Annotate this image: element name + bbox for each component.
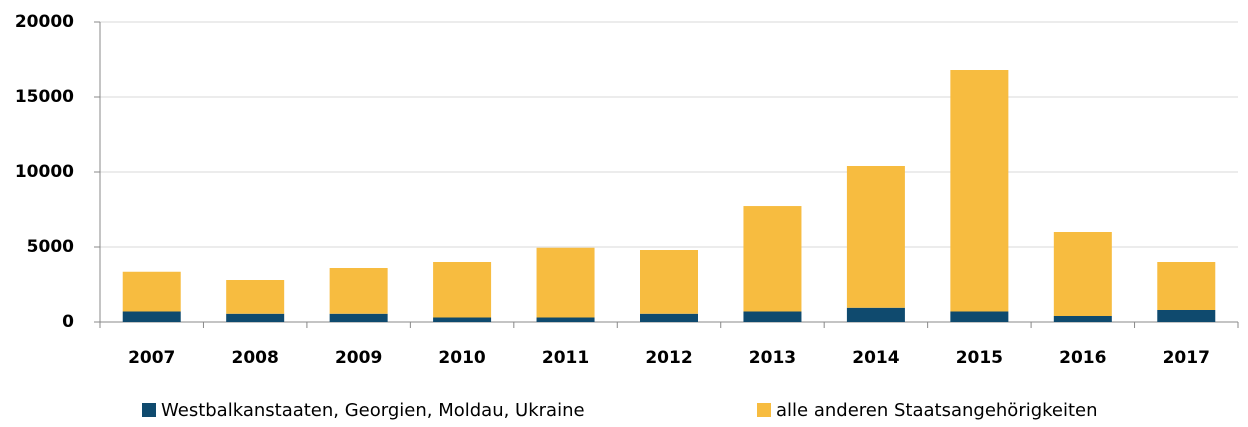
y-tick-label: 5000 [27,237,74,257]
bar-segment [329,313,388,322]
x-tick-label: 2007 [128,348,175,368]
x-tick-label: 2012 [645,348,692,368]
bar-segment [846,166,905,308]
legend-label: alle anderen Staatsangehörigkeiten [776,400,1098,421]
bar-segment [950,70,1009,312]
x-tick-label: 2010 [438,348,485,368]
bar-segment [433,262,492,318]
bar-segment [433,317,492,322]
x-tick-label: 2013 [749,348,796,368]
legend-swatch [757,403,771,417]
x-tick-label: 2011 [542,348,589,368]
x-tick-label: 2016 [1059,348,1106,368]
bar-segment [226,313,285,322]
bar-segment [846,307,905,322]
bar-segment [743,311,802,322]
y-tick-label: 15000 [15,87,74,107]
bar-segment [122,271,181,312]
bar-segment [329,268,388,314]
x-tick-label: 2014 [852,348,899,368]
bar-segment [122,311,181,322]
y-tick-label: 20000 [15,12,74,32]
bar-segment [1157,262,1216,310]
x-tick-label: 2015 [956,348,1003,368]
bar-segment [1157,310,1216,322]
bar-segment [536,317,595,322]
bar-segment [226,280,285,314]
legend-label: Westbalkanstaaten, Georgien, Moldau, Ukr… [161,400,585,421]
bar-segment [950,311,1009,322]
bar-segment [743,206,802,312]
bar-segment [640,250,698,314]
y-tick-label: 10000 [15,162,74,182]
bar-segment [640,313,698,322]
y-tick-label: 0 [62,312,74,332]
legend-swatch [142,403,156,417]
bar-segment [1053,316,1112,322]
bar-segment [536,247,595,318]
x-tick-label: 2009 [335,348,382,368]
x-tick-label: 2008 [232,348,279,368]
bar-segment [1053,232,1112,316]
x-tick-label: 2017 [1163,348,1210,368]
